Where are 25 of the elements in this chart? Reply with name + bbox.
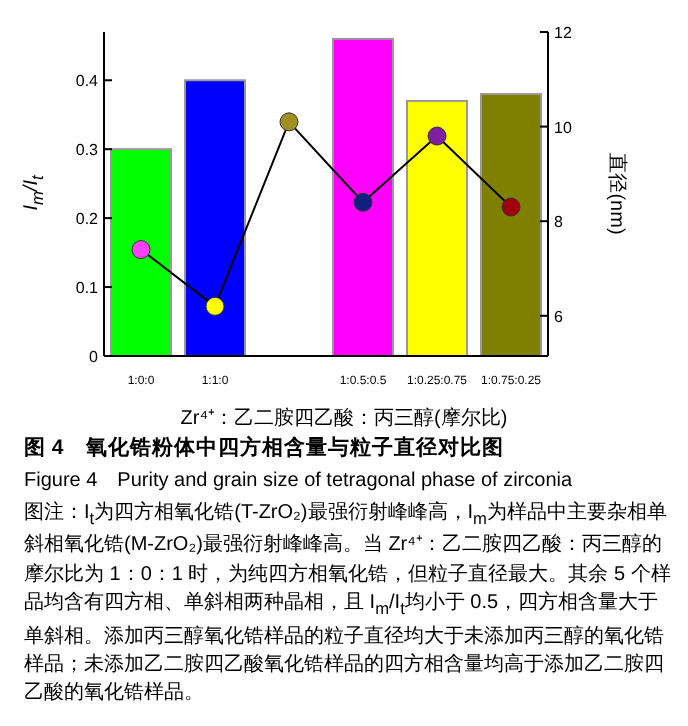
- point: [353, 192, 373, 212]
- bar: [480, 93, 542, 357]
- point: [131, 240, 151, 260]
- y2-tick-label: 6: [554, 307, 564, 326]
- y2-tick-label: 10: [554, 118, 573, 137]
- y-tick-label: 0.4: [75, 72, 100, 91]
- y-tick-label: 0.3: [75, 141, 100, 160]
- y-tick-label: 0: [89, 348, 100, 366]
- point: [427, 126, 447, 146]
- xlabel: Zr⁴⁺：乙二胺四乙酸：丙三醇(摩尔比): [178, 405, 510, 432]
- y-tick-label: 0.1: [75, 279, 100, 298]
- y2-tick-label: 12: [554, 24, 573, 42]
- point: [501, 197, 521, 217]
- title: 图 4 氧化锆粉体中四方相含量与粒子直径对比图: [24, 434, 504, 462]
- bar: [332, 37, 394, 357]
- annotation: 图注：I$_{t}$为四方相氧化锆(T-ZrO₂)最强衍射峰峰高，I$_{m}$为样品中主要杂相单斜相氧化锆(M-ZrO₂)最强衍射峰峰高。当 Zr⁴⁺：乙二胺四乙酸：丙三醇的摩尔比为 1：0：1 时，为纯四方相氧化锆，但粒子直径最大。其余 5 个样品均含有四方相、单斜相两种晶相，且 I$_{m}$/I$_{t}$均小于 0.5，四方相含量大于单斜相。添加丙三醇氧化锆样品的粒子直径均大于未添加丙三醇的氧化锆样品；未添加乙二胺四乙酸氧化锆样品的四方相含量均高于添加乙二胺四乙酸的氧化锆样品。: [24, 500, 673, 709]
- y2label: 直径(nm): [602, 153, 630, 235]
- bar: [110, 148, 172, 357]
- y2-tick-label: 8: [554, 213, 564, 232]
- bar: [184, 79, 246, 357]
- subtitle: Figure 4 Purity and grain size of tetragonal phase of zirconia: [24, 468, 573, 494]
- y-tick-label: 0.2: [75, 210, 100, 229]
- point: [279, 112, 299, 132]
- bar: [406, 99, 468, 357]
- point: [205, 296, 225, 316]
